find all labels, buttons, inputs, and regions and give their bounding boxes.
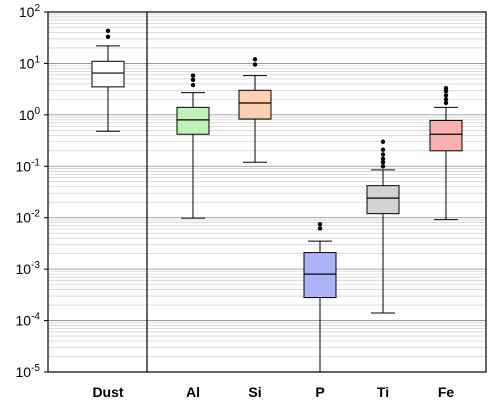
box-fe-outlier [443,97,449,102]
box-al-iqr [176,106,210,135]
x-tick-label: Si [248,384,261,400]
box-si-iqr [238,89,272,120]
box-si-outlier [252,62,258,67]
box-si-outlier [252,57,258,62]
y-tick-label: 10-5 [16,363,41,380]
box-ti-outlier [380,156,386,161]
y-tick-label: 102 [19,3,41,20]
x-tick-label: P [315,384,324,400]
box-ti-outlier [380,152,386,157]
box-fe-outlier [443,93,449,98]
box-ti-outlier [380,160,386,165]
box-ti-outlier [380,147,386,152]
box-ti-iqr [366,185,400,215]
box-ti-outlier [380,139,386,144]
box-al-outlier [190,82,196,88]
x-tick-label: Fe [438,384,455,400]
box-dust-outlier [105,28,111,34]
plot-frame [47,11,487,373]
box-al-outlier [190,73,196,78]
y-tick-label: 101 [19,54,41,71]
box-dust-outlier [105,34,111,39]
box-p-outlier [317,221,323,227]
y-tick-label: 10-2 [16,209,41,226]
y-tick-label: 10-1 [16,157,41,174]
box-p-iqr [303,252,337,299]
x-tick-label: Dust [92,384,123,400]
box-al-outlier [190,77,196,83]
y-tick-label: 10-3 [16,260,41,277]
box-fe-iqr [429,119,463,152]
y-tick-label: 100 [19,106,41,123]
x-tick-label: Ti [377,384,389,400]
box-p-outlier [317,226,323,231]
box-ti-outlier [380,164,386,169]
box-fe-outlier [443,85,449,91]
box-dust-iqr [91,60,125,88]
y-tick-label: 10-4 [16,312,41,329]
x-tick-label: Al [186,384,200,400]
box-fe-outlier [443,100,449,106]
